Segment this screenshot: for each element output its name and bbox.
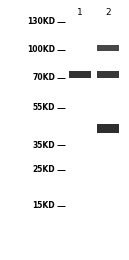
- Text: 100KD: 100KD: [27, 46, 55, 55]
- Text: 70KD: 70KD: [32, 74, 55, 82]
- Text: 15KD: 15KD: [32, 202, 55, 211]
- Bar: [97, 45, 119, 51]
- Bar: [69, 70, 91, 77]
- Bar: [97, 124, 119, 133]
- Text: 25KD: 25KD: [32, 166, 55, 174]
- Text: 130KD: 130KD: [27, 17, 55, 27]
- Text: 1: 1: [77, 8, 83, 17]
- Text: 55KD: 55KD: [33, 103, 55, 113]
- Text: 2: 2: [105, 8, 111, 17]
- Bar: [97, 70, 119, 77]
- Text: 35KD: 35KD: [32, 140, 55, 150]
